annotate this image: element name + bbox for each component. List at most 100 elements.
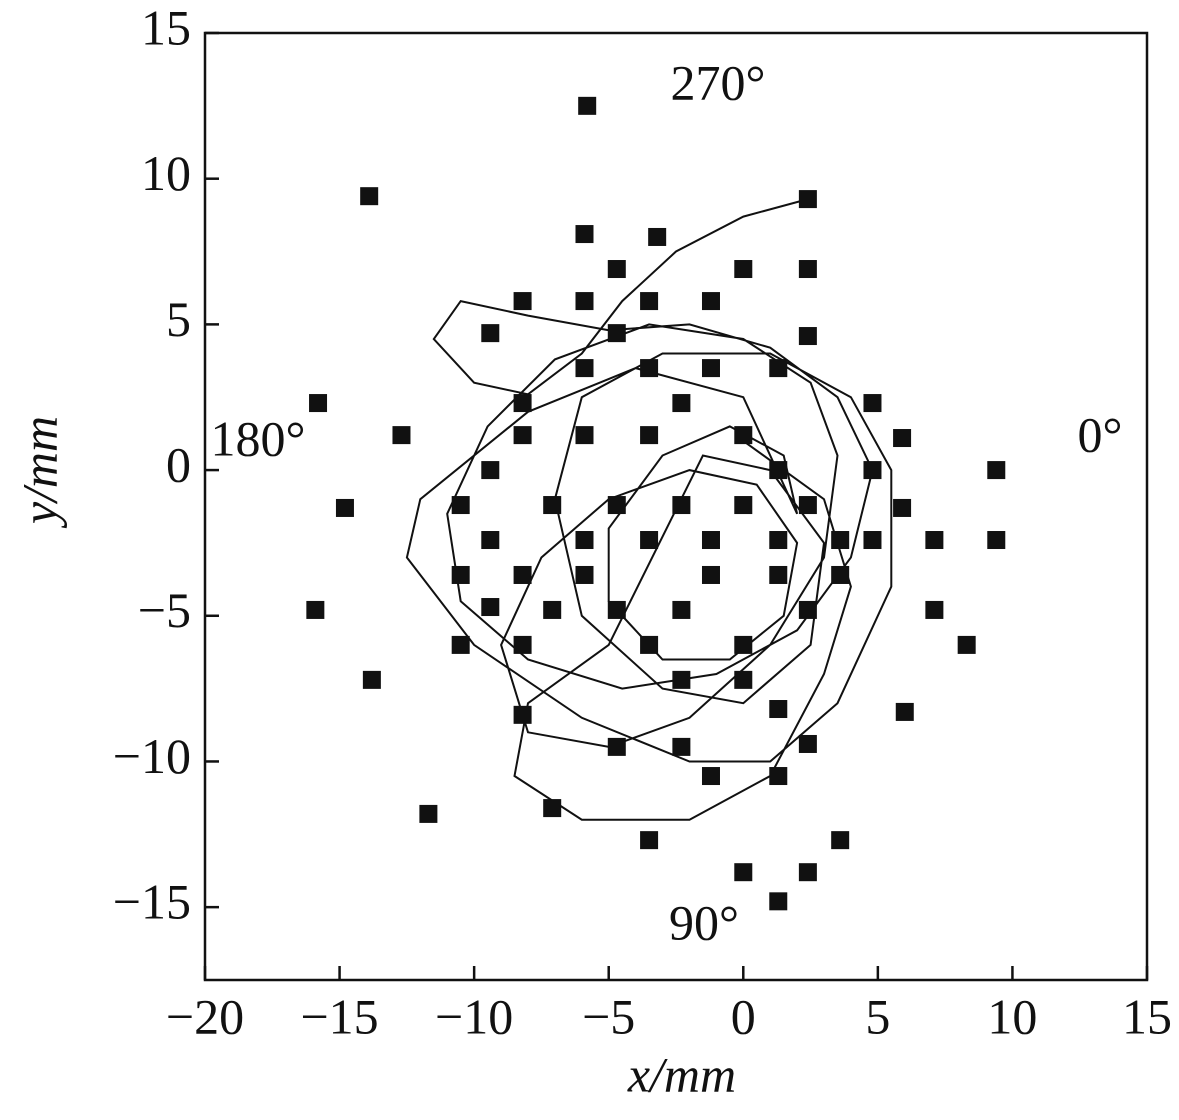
x-tick-label: −20 <box>166 988 244 1044</box>
point <box>640 531 659 550</box>
point <box>513 565 532 584</box>
point <box>798 327 817 346</box>
point <box>481 324 500 343</box>
point <box>640 359 659 378</box>
point <box>481 531 500 550</box>
y-tick-label: −5 <box>138 582 191 638</box>
point <box>575 225 594 244</box>
point <box>734 496 753 515</box>
x-axis-label: x/mm <box>627 1046 736 1102</box>
y-tick-label: 0 <box>166 437 191 493</box>
point <box>701 767 720 786</box>
point <box>309 394 328 413</box>
point <box>831 531 850 550</box>
point <box>607 496 626 515</box>
point <box>734 863 753 882</box>
annotation: 180° <box>211 410 306 466</box>
point <box>640 426 659 445</box>
point <box>360 187 379 206</box>
point <box>734 426 753 445</box>
point <box>798 863 817 882</box>
annotation: 90° <box>669 894 739 950</box>
y-axis-label: y/mm <box>11 416 67 529</box>
point <box>419 804 438 823</box>
y-tick-label: 15 <box>141 0 191 55</box>
point <box>863 394 882 413</box>
point <box>734 670 753 689</box>
point <box>543 600 562 619</box>
point <box>543 496 562 515</box>
point <box>701 292 720 311</box>
point <box>925 531 944 550</box>
point <box>451 496 470 515</box>
point <box>769 767 788 786</box>
y-tick-label: 5 <box>166 291 191 347</box>
point <box>481 598 500 617</box>
annotation: 270° <box>671 54 766 110</box>
y-tick-label: −10 <box>113 728 191 784</box>
point <box>734 635 753 654</box>
point <box>987 461 1006 480</box>
annotation: 0° <box>1078 406 1123 462</box>
point <box>831 565 850 584</box>
y-tick-label: 10 <box>141 145 191 201</box>
point <box>513 292 532 311</box>
point <box>701 359 720 378</box>
point <box>893 429 912 448</box>
point <box>575 426 594 445</box>
point <box>481 461 500 480</box>
point <box>798 190 817 209</box>
point <box>607 324 626 343</box>
point <box>734 260 753 279</box>
point <box>769 565 788 584</box>
point <box>640 292 659 311</box>
point <box>987 531 1006 550</box>
x-tick-label: 15 <box>1122 988 1172 1044</box>
point <box>769 359 788 378</box>
point <box>769 700 788 719</box>
point <box>863 461 882 480</box>
point <box>831 831 850 850</box>
point <box>335 498 354 517</box>
point <box>895 702 914 721</box>
point <box>893 498 912 517</box>
point <box>513 635 532 654</box>
point <box>701 531 720 550</box>
point <box>672 496 691 515</box>
point <box>672 737 691 756</box>
point <box>640 831 659 850</box>
point <box>798 600 817 619</box>
point <box>575 359 594 378</box>
point <box>451 635 470 654</box>
point <box>957 635 976 654</box>
point <box>451 565 470 584</box>
point <box>513 705 532 724</box>
point <box>575 531 594 550</box>
y-tick-label: −15 <box>113 874 191 930</box>
x-tick-label: −15 <box>300 988 378 1044</box>
x-tick-label: −10 <box>435 988 513 1044</box>
point <box>798 734 817 753</box>
point <box>575 292 594 311</box>
point <box>925 600 944 619</box>
point <box>513 426 532 445</box>
point <box>648 227 667 246</box>
point <box>672 670 691 689</box>
point <box>362 670 381 689</box>
point <box>543 799 562 818</box>
point <box>607 600 626 619</box>
point <box>640 635 659 654</box>
x-tick-label: 10 <box>987 988 1037 1044</box>
point <box>798 260 817 279</box>
point <box>701 565 720 584</box>
point <box>513 394 532 413</box>
point <box>798 496 817 515</box>
point <box>769 461 788 480</box>
point <box>672 394 691 413</box>
point <box>672 600 691 619</box>
plot-frame <box>203 31 1149 982</box>
trajectory <box>405 198 893 821</box>
point <box>863 531 882 550</box>
point <box>306 600 325 619</box>
